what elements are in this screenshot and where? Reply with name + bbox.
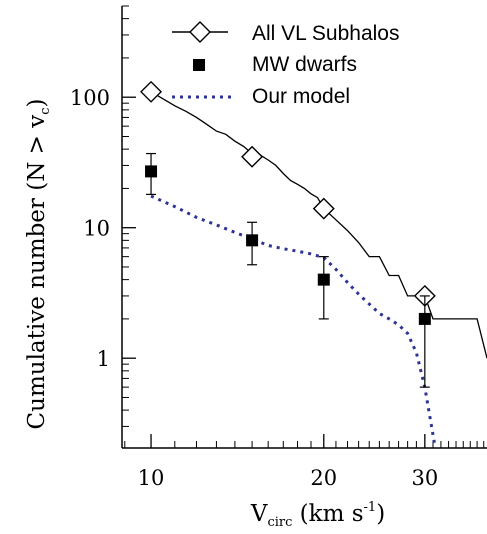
legend-square-marker [193,59,205,71]
y-tick-label: 100 [70,86,110,110]
mw-dwarf-point [317,273,330,286]
mw-dwarf-point [246,234,259,247]
x-tick-label: 20 [310,466,337,490]
x-tick-label: 10 [138,466,165,490]
y-tick-label: 10 [83,217,110,241]
y-axis-label: Cumulative number (N > vc) [24,99,53,430]
axis-ticks: 10 20 30 1 10 100 [70,5,485,490]
legend-label-all-vl: All VL Subhalos [252,22,399,45]
y-tick-label: 1 [97,347,110,371]
mw-dwarf-point [418,312,431,325]
all-vl-diamond-point [241,145,264,168]
all-vl-diamond-point [140,80,163,103]
series-layer [140,80,487,445]
legend-diamond-marker [189,21,211,43]
plot-frame [121,6,487,449]
legend: All VL Subhalos MW dwarfs Our model [172,21,399,108]
series-line-all-vl-subhalos [150,91,487,359]
x-axis-label: Vcirc (km s-1) [250,500,385,530]
legend-label-mw-dwarfs: MW dwarfs [252,53,357,76]
legend-label-our-model: Our model [252,85,350,108]
mw-dwarf-point [145,165,158,178]
series-line-our-model [150,194,437,445]
all-vl-diamond-point [312,197,335,220]
x-tick-label: 30 [411,466,438,490]
